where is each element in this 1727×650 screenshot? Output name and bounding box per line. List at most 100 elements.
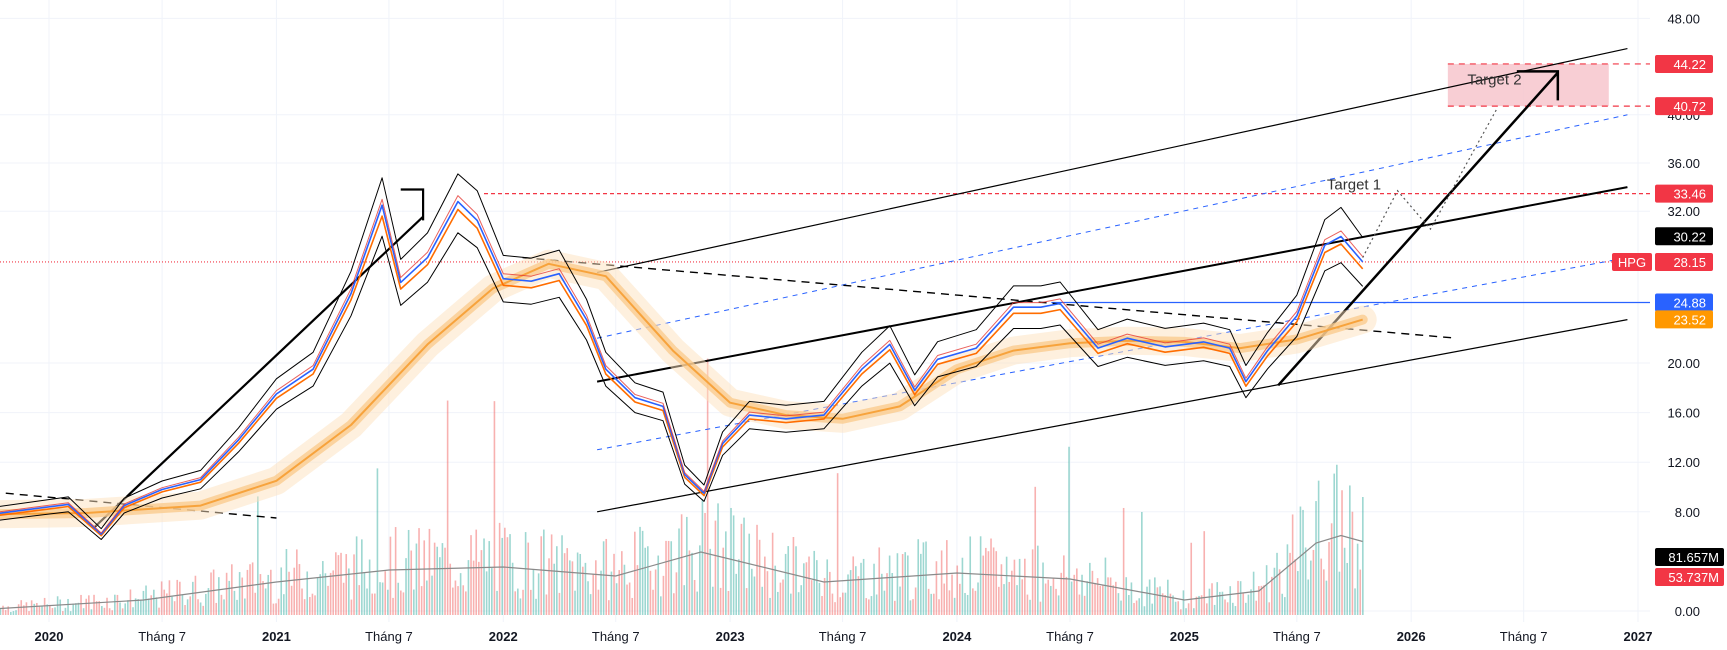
volume-bar <box>1252 571 1255 615</box>
volume-bar <box>361 539 363 615</box>
volume-bar <box>1325 580 1328 615</box>
volume-bar <box>103 607 106 615</box>
price-badge <box>1655 252 1713 271</box>
volume-bar <box>1016 585 1018 615</box>
channel-upper-mid-dashed <box>596 114 1628 339</box>
volume-bar <box>454 580 457 615</box>
volume-bar <box>355 536 358 615</box>
volume-bar <box>956 565 959 615</box>
volume-bar <box>186 599 189 615</box>
volume-bar <box>569 560 571 615</box>
volume-bar <box>106 597 108 615</box>
volume-bar <box>1242 593 1245 615</box>
volume-bar <box>1117 593 1120 615</box>
price-badge-label: 23.52 <box>1673 312 1706 327</box>
x-axis[interactable]: 2020 Tháng 7 2021 Tháng 7 2022 Tháng 7 2023 Thá… <box>35 629 1653 644</box>
volume-bar <box>301 588 303 615</box>
volume-bar <box>1005 556 1008 615</box>
volume-bar <box>1000 564 1003 615</box>
volume-bar <box>613 553 615 615</box>
volume-bar <box>1047 579 1050 615</box>
volume-bar <box>1286 544 1289 615</box>
volume-bar <box>1086 581 1089 615</box>
volume-bar <box>402 592 405 615</box>
volume-bar <box>23 605 25 615</box>
volume-bar <box>623 564 626 615</box>
y-axis[interactable]: 48.0040.0036.0032.0020.0016.0012.008.000… <box>1612 11 1724 619</box>
volume-bar <box>1250 589 1252 615</box>
volume-bar <box>316 577 319 615</box>
volume-bar <box>36 602 38 615</box>
volume-bar <box>610 571 613 615</box>
volume-bar <box>844 592 847 615</box>
volume-bar <box>1317 480 1320 615</box>
volume-bar <box>166 593 168 615</box>
volume-badge-label: 53.737M <box>1668 570 1719 585</box>
volume-bar <box>615 583 618 615</box>
volume-bar <box>306 571 309 615</box>
volume-bar <box>1130 582 1133 615</box>
volume-bar <box>1180 609 1182 615</box>
volume-bar <box>860 562 862 615</box>
volume-bar <box>909 600 912 615</box>
volume-bar <box>1237 580 1239 615</box>
y-tick-label: 32.00 <box>1667 204 1700 219</box>
volume-bar <box>142 590 145 615</box>
volume-bar <box>462 585 465 615</box>
volume-bar <box>1328 542 1330 615</box>
volume-bar <box>275 603 277 615</box>
volume-bar <box>98 601 101 615</box>
volume-bar <box>883 590 886 615</box>
volume-bar <box>852 556 855 615</box>
volume-bar <box>493 401 496 615</box>
volume-bar <box>1302 509 1304 615</box>
volume-bar <box>675 572 678 615</box>
volume-bar <box>480 550 483 615</box>
volume-bar <box>907 555 909 615</box>
volume-bar <box>1073 574 1076 615</box>
volume-bar <box>959 583 961 615</box>
volume-bar <box>475 529 478 615</box>
x-tick-label: Tháng 7 <box>819 629 867 644</box>
volume-bar <box>888 555 891 615</box>
volume-bar <box>584 562 587 615</box>
volume-bar <box>693 580 696 615</box>
volume-bar <box>1156 587 1159 615</box>
volume-bar <box>264 588 267 615</box>
volume-bar <box>1021 579 1024 615</box>
volume-bar <box>792 536 795 615</box>
volume-bar <box>353 554 355 615</box>
volume-bar <box>985 547 987 615</box>
volume-bar <box>1083 595 1086 615</box>
volume-bar <box>868 599 870 615</box>
volume-bar <box>826 559 829 615</box>
volume-bar <box>1193 608 1195 615</box>
volume-bar <box>652 589 654 615</box>
volume-bar <box>1341 490 1343 615</box>
volume-bar <box>405 558 407 615</box>
price-line <box>0 200 1364 535</box>
volume-bar <box>636 565 639 615</box>
volume-bar <box>176 579 179 615</box>
y-tick-label: 48.00 <box>1667 11 1700 26</box>
volume-bar <box>407 529 410 615</box>
volume-bar <box>925 541 927 615</box>
volume-bar <box>532 569 535 615</box>
y-tick-label: 16.00 <box>1667 406 1700 421</box>
volume-bar <box>30 600 33 615</box>
volume-bar <box>210 572 212 615</box>
price-badge <box>1655 310 1713 329</box>
volume-bar <box>1190 542 1193 615</box>
volume-bar <box>93 594 95 615</box>
volume-bar <box>400 590 402 615</box>
volume-bar <box>987 551 990 615</box>
x-tick-label: Tháng 7 <box>1500 629 1548 644</box>
volume-bar <box>829 571 831 615</box>
trend-drawings <box>0 47 1650 528</box>
volume-bar <box>1232 602 1234 615</box>
volume-bar <box>951 574 953 615</box>
volume-bar <box>787 546 790 615</box>
volume-bar <box>628 582 631 615</box>
